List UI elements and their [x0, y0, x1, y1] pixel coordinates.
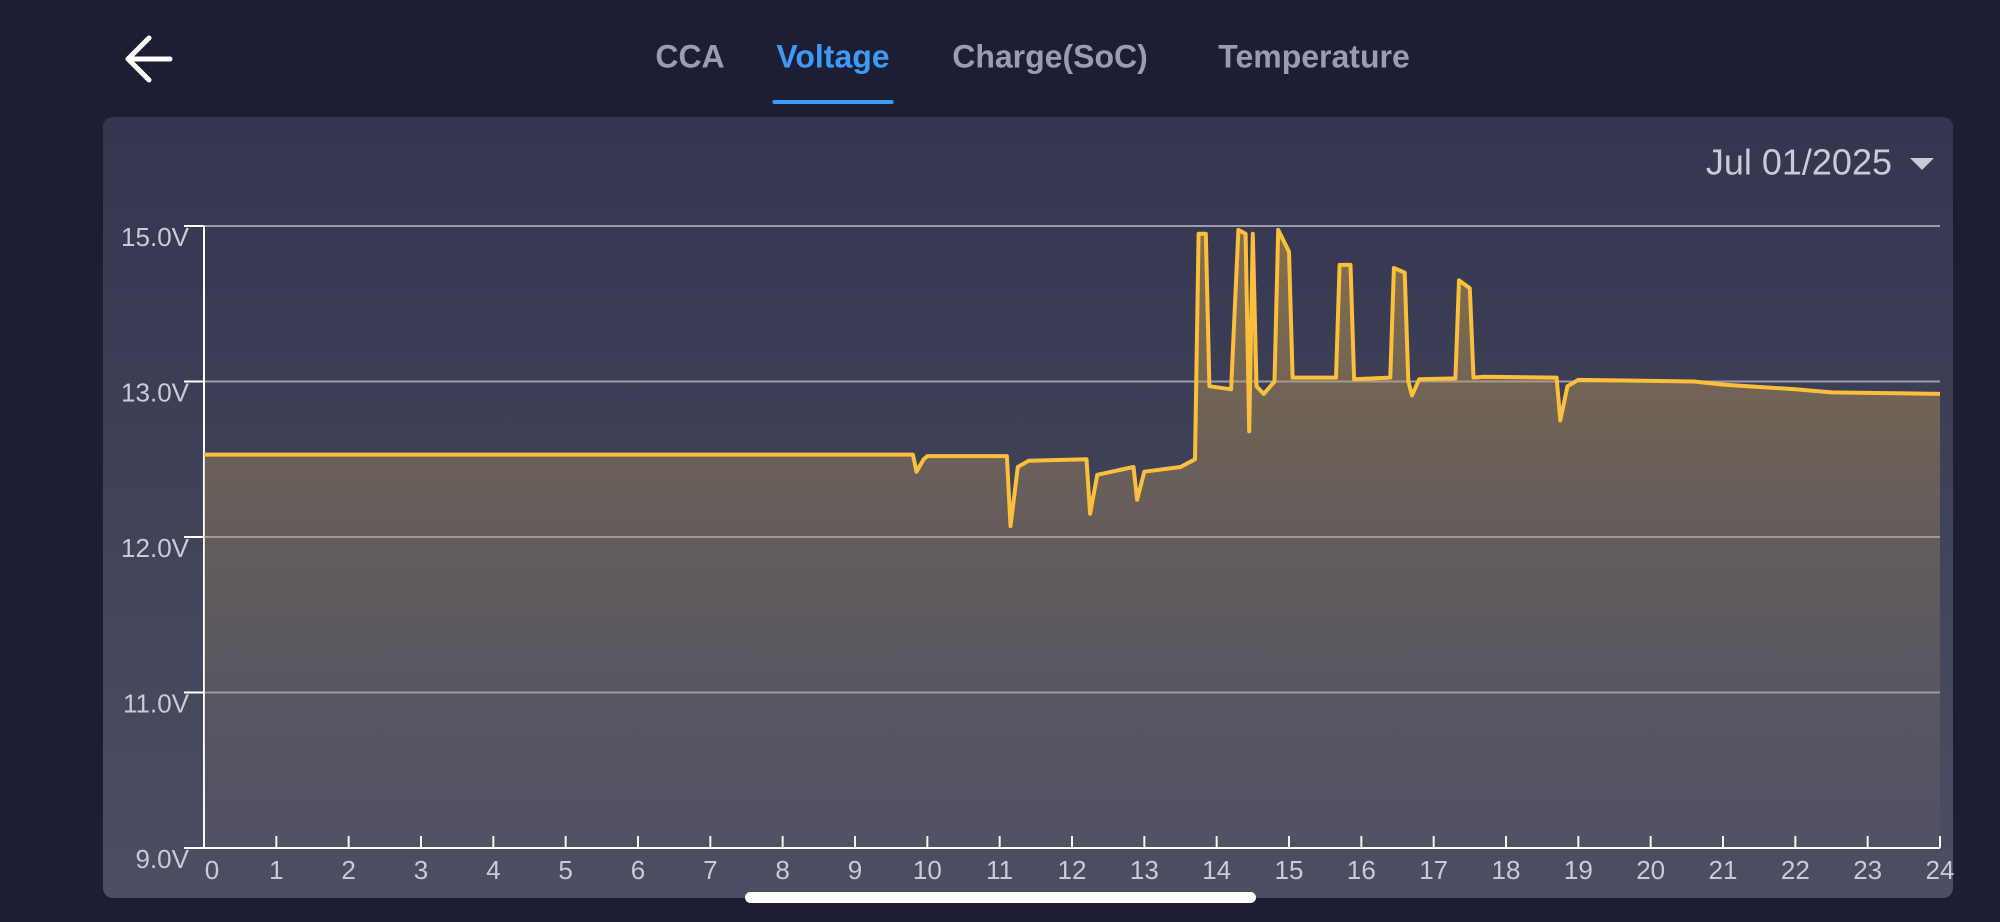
- y-tick-label: 15.0V: [121, 222, 190, 252]
- dropdown-icon[interactable]: [1910, 158, 1934, 170]
- tab[interactable]: Charge(SoC): [952, 38, 1148, 74]
- x-tick-label: 4: [486, 855, 500, 885]
- x-tick-label: 17: [1419, 855, 1448, 885]
- x-tick-label: 10: [913, 855, 942, 885]
- x-tick-label: 20: [1636, 855, 1665, 885]
- tab[interactable]: Voltage: [776, 38, 889, 74]
- tab[interactable]: CCA: [655, 38, 724, 74]
- x-tick-label: 22: [1781, 855, 1810, 885]
- tab[interactable]: Temperature: [1218, 38, 1409, 74]
- tab-underline: [772, 100, 894, 104]
- x-tick-label: 16: [1347, 855, 1376, 885]
- x-tick-label: 3: [414, 855, 428, 885]
- x-tick-label: 18: [1492, 855, 1521, 885]
- tab-bar: CCA Voltage Charge(SoC) Temperature: [655, 38, 1410, 104]
- x-tick-label: 9: [848, 855, 862, 885]
- x-tick-label: 2: [341, 855, 355, 885]
- x-tick-label: 6: [631, 855, 645, 885]
- area: [204, 229, 1940, 848]
- home-indicator: [745, 892, 1256, 903]
- x-tick-label: 5: [558, 855, 572, 885]
- x-tick-label: 21: [1709, 855, 1738, 885]
- x-tick-label: 24: [1926, 855, 1955, 885]
- x-tick-label: 11: [986, 855, 1013, 885]
- x-tick-label: 15: [1275, 855, 1304, 885]
- y-tick-label: 13.0V: [121, 377, 190, 407]
- x-tick-label: 23: [1853, 855, 1882, 885]
- date-picker[interactable]: Jul 01/2025: [1706, 142, 1892, 183]
- x-tick-label: 13: [1130, 855, 1159, 885]
- x-tick-label: 12: [1058, 855, 1087, 885]
- x-tick-label: 19: [1564, 855, 1593, 885]
- x-tick-label: 1: [269, 855, 283, 885]
- line: [204, 227, 1941, 529]
- y-tick-label: 11.0V: [123, 688, 190, 718]
- x-tick-label: 14: [1202, 855, 1231, 885]
- y-tick-label: 9.0V: [136, 844, 190, 874]
- x-tick-label: 0: [205, 855, 219, 885]
- x-tick-label: 7: [703, 855, 717, 885]
- back-button[interactable]: [125, 35, 173, 83]
- x-tick-label: 8: [775, 855, 789, 885]
- y-tick-label: 12.0V: [121, 533, 190, 563]
